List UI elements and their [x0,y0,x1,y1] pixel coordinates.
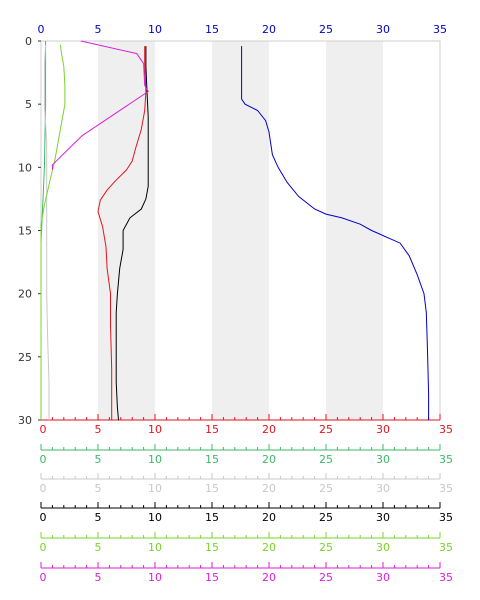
green-axis-tick-label-5: 5 [95,453,102,466]
gray-axis-tick-label-30: 30 [376,482,390,495]
gray-axis-tick-label-5: 5 [95,482,102,495]
y-tick-label-0: 0 [25,35,32,48]
gray-axis-tick-label-25: 25 [319,482,333,495]
black-axis-tick-label-25: 25 [319,511,333,524]
red-axis-tick-label-35: 35 [439,423,453,436]
green-axis-tick-label-0: 0 [40,453,47,466]
magenta-axis-tick-label-5: 5 [95,571,102,584]
magenta-axis-tick-label-15: 15 [205,571,219,584]
lime-axis-tick-label-35: 35 [439,541,453,554]
top-axis-tick-label-10: 10 [148,23,162,36]
gray-axis-tick-label-15: 15 [205,482,219,495]
y-tick-label-25: 25 [18,351,32,364]
lime-axis-tick-label-10: 10 [148,541,162,554]
gray-axis-tick-label-35: 35 [439,482,453,495]
y-tick-label-30: 30 [18,414,32,427]
shaded-band-1 [212,41,269,420]
y-tick-label-5: 5 [25,98,32,111]
top-axis-tick-label-25: 25 [319,23,333,36]
lime-axis-tick-label-20: 20 [262,541,276,554]
green-axis-tick-label-15: 15 [205,453,219,466]
lime-axis-tick-label-25: 25 [319,541,333,554]
series-line-red [97,46,147,420]
black-axis-tick-label-20: 20 [262,511,276,524]
top-axis-tick-label-0: 0 [38,23,45,36]
black-axis-tick-label-5: 5 [95,511,102,524]
magenta-axis-tick-label-20: 20 [262,571,276,584]
top-axis-tick-label-30: 30 [376,23,390,36]
gray-axis-tick-label-0: 0 [40,482,47,495]
red-axis-tick-label-15: 15 [205,423,219,436]
black-axis-tick-label-30: 30 [376,511,390,524]
gray-axis-tick-label-20: 20 [262,482,276,495]
magenta-axis-tick-label-35: 35 [439,571,453,584]
series-line-lime [40,44,66,420]
red-axis-tick-label-0: 0 [40,423,47,436]
shaded-band-2 [326,41,383,420]
lime-axis-tick-label-30: 30 [376,541,390,554]
red-axis-tick-label-25: 25 [319,423,333,436]
y-tick-label-20: 20 [18,288,32,301]
green-axis-tick-label-30: 30 [376,453,390,466]
series-line-green [40,41,47,420]
magenta-axis-tick-label-10: 10 [148,571,162,584]
black-axis-tick-label-15: 15 [205,511,219,524]
top-axis-tick-label-20: 20 [262,23,276,36]
magenta-axis-tick-label-25: 25 [319,571,333,584]
magenta-axis-tick-label-30: 30 [376,571,390,584]
series-line-top [241,46,430,420]
black-axis-tick-label-35: 35 [439,511,453,524]
black-axis-tick-label-10: 10 [148,511,162,524]
y-tick-label-15: 15 [18,225,32,238]
green-axis-tick-label-10: 10 [148,453,162,466]
red-axis-tick-label-30: 30 [376,423,390,436]
top-axis-tick-label-35: 35 [433,23,447,36]
black-axis-tick-label-0: 0 [40,511,47,524]
lime-axis-tick-label-5: 5 [95,541,102,554]
red-axis-tick-label-5: 5 [95,423,102,436]
red-axis-tick-label-10: 10 [148,423,162,436]
green-axis-tick-label-35: 35 [439,453,453,466]
shaded-band-0 [98,41,155,420]
series-line-magenta [51,40,149,170]
lime-axis-tick-label-0: 0 [40,541,47,554]
green-axis-tick-label-25: 25 [319,453,333,466]
y-tick-label-10: 10 [18,161,32,174]
lime-axis-tick-label-15: 15 [205,541,219,554]
magenta-axis-tick-label-0: 0 [40,571,47,584]
series-line-black [115,46,149,421]
gray-axis-tick-label-10: 10 [148,482,162,495]
red-axis-tick-label-20: 20 [262,423,276,436]
top-axis-tick-label-5: 5 [95,23,102,36]
green-axis-tick-label-20: 20 [262,453,276,466]
series-line-gray [43,44,50,420]
top-axis-tick-label-15: 15 [205,23,219,36]
